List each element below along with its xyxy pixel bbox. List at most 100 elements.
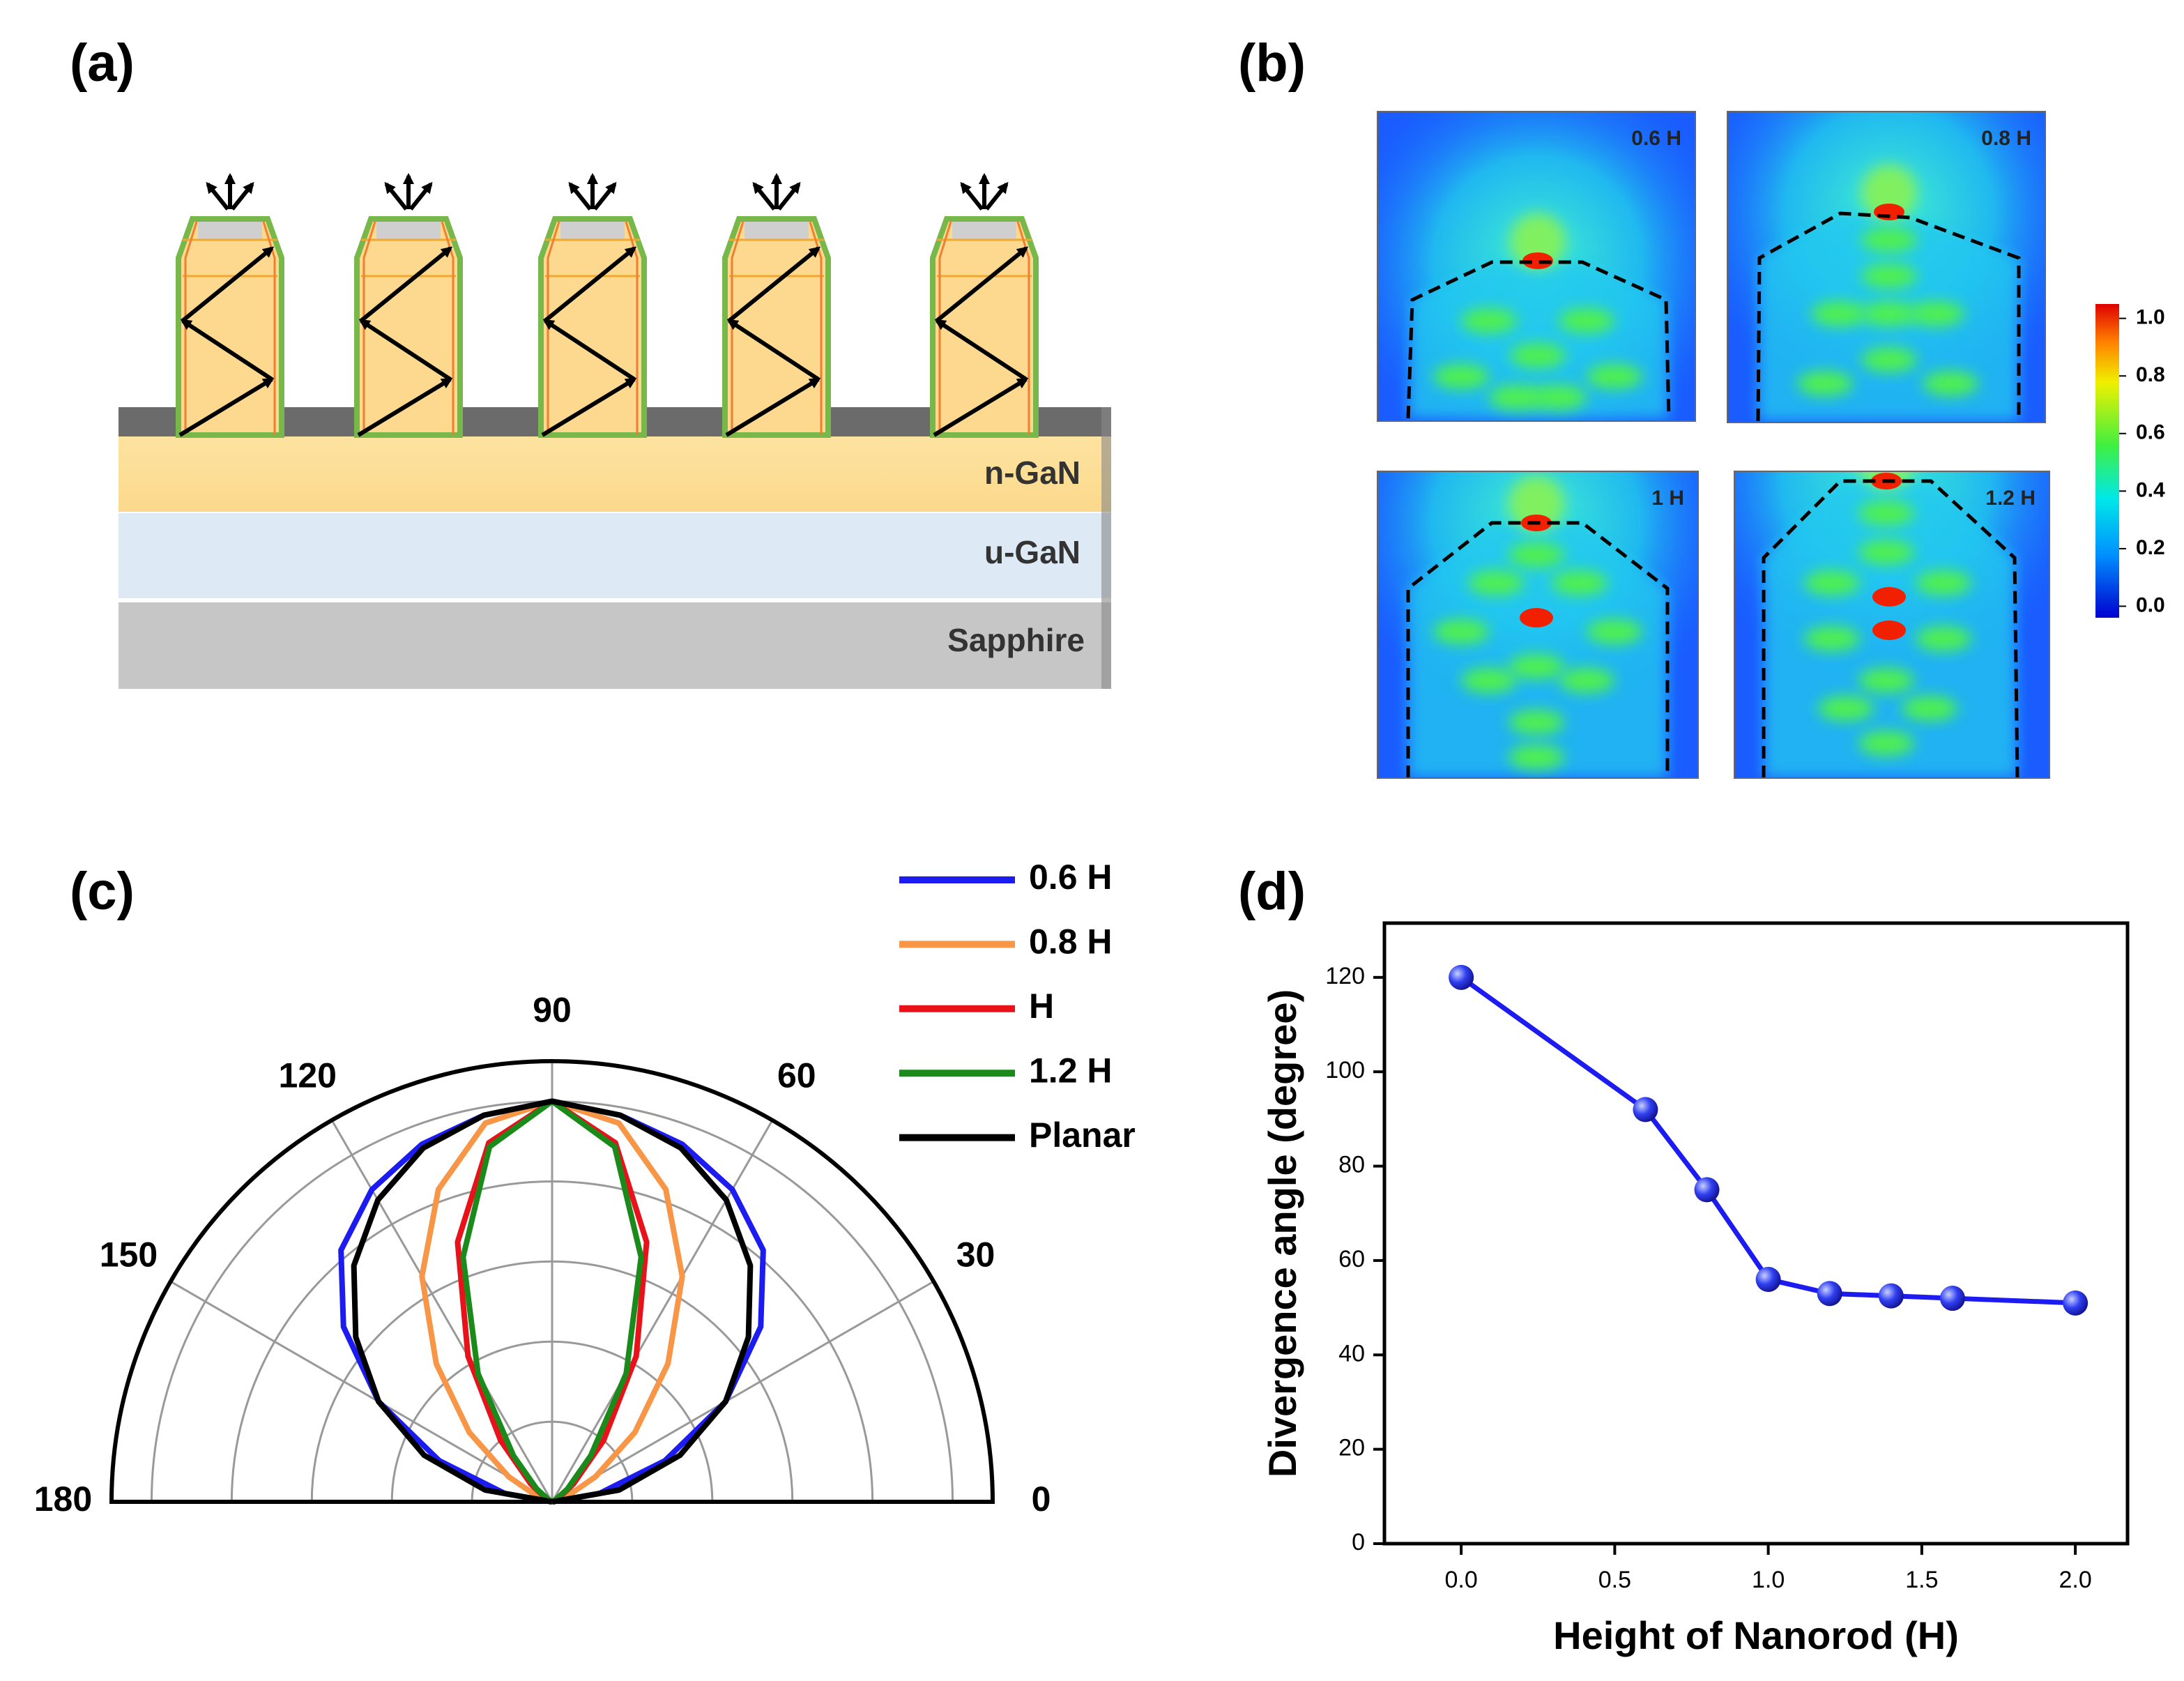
u-gan-layer: [119, 513, 1111, 598]
y-tick-label: 80: [1338, 1152, 1365, 1178]
rod-cap: [376, 222, 441, 240]
light-ray: [725, 377, 821, 437]
rod-cap: [744, 222, 809, 240]
field-spot: [1818, 696, 1874, 721]
angle-label: 30: [956, 1235, 995, 1274]
panel-label: (b): [1238, 33, 1306, 93]
emission-arrow: [984, 181, 1009, 211]
emission-arrow: [593, 181, 617, 211]
data-point: [1817, 1281, 1842, 1307]
field-spot: [1858, 668, 1914, 693]
colorbar-label: 0.6: [2136, 421, 2165, 444]
nanorod: [930, 173, 1039, 438]
angle-label: 60: [777, 1056, 816, 1095]
light-ray: [728, 246, 821, 323]
rod-inner: [938, 221, 1030, 435]
edge-shade: [1101, 407, 1111, 689]
field-spot: [1902, 696, 1957, 721]
field-spot: [1461, 308, 1517, 333]
light-ray: [542, 319, 636, 381]
outer-arc: [109, 1059, 995, 1504]
colorbar: [2095, 304, 2119, 618]
map-label: 0.8 H: [1981, 127, 2031, 150]
nanorod: [538, 173, 647, 438]
field-hotspot: [1510, 213, 1566, 269]
y-tick-label: 0: [1352, 1529, 1365, 1556]
field-spot: [1509, 745, 1564, 770]
light-ray: [178, 377, 275, 437]
angular-grid: [551, 1119, 774, 1503]
angle-label: 180: [34, 1480, 92, 1519]
plot-frame: [1382, 921, 2130, 1546]
field-spot: [1916, 570, 1971, 595]
series-curve: [351, 1098, 754, 1505]
data-point: [1449, 964, 1474, 990]
y-tick-label: 60: [1338, 1246, 1365, 1272]
map-label: 1.2 H: [1985, 487, 2036, 510]
field-spot: [1559, 668, 1614, 693]
y-tick-label: 100: [1325, 1057, 1365, 1083]
field-hotspot: [1520, 608, 1553, 627]
colorbar-label: 0.8: [2136, 363, 2165, 386]
field-spot: [1489, 385, 1545, 410]
field-spot: [1909, 301, 1964, 326]
y-axis-label: Divergence angle (degree): [1260, 989, 1304, 1477]
rod-body: [354, 216, 463, 438]
map-frame: [1377, 111, 1696, 422]
rod-inner: [362, 221, 455, 435]
map-label: 1 H: [1651, 487, 1684, 510]
panel-label: (a): [70, 33, 135, 93]
field-maps: 0.6 H 0.8 H 1 H 1.2 H 1.0 0.8 0.6 0.4 0.2 0.0: [1377, 111, 2165, 779]
field-spot: [1804, 570, 1860, 595]
y-tick-label: 40: [1338, 1340, 1365, 1367]
colorbar-label: 0.2: [2136, 536, 2165, 559]
field-map: [1377, 471, 1698, 778]
rod-inner: [547, 221, 639, 435]
rod-body: [538, 216, 647, 438]
field-map: [1727, 112, 2045, 423]
series-line: [1460, 975, 2076, 1306]
field-spot: [1433, 364, 1489, 389]
angular-grid: [551, 1280, 935, 1503]
rod-cap: [198, 222, 262, 240]
rod-outline: [1406, 521, 1670, 778]
data-point: [1755, 1266, 1781, 1292]
rod-body: [930, 216, 1039, 438]
angle-label: 0: [1032, 1480, 1051, 1519]
field-spot: [1916, 626, 1971, 651]
field-spot: [1509, 542, 1564, 568]
field-spot: [1552, 570, 1608, 595]
layer-label: n-GaN: [984, 455, 1080, 491]
field-spot: [1559, 308, 1614, 333]
light-ray: [544, 246, 637, 323]
light-ray: [180, 319, 273, 381]
field-spot: [1861, 347, 1917, 372]
emission-arrow: [408, 181, 433, 211]
data-point: [1694, 1177, 1720, 1203]
rod-outline: [1756, 211, 2021, 422]
sapphire-layer: [119, 602, 1111, 689]
field-spot: [1509, 710, 1564, 735]
field-spot: [1861, 301, 1917, 326]
x-tick-label: 2.0: [2059, 1567, 2091, 1593]
nanorod: [722, 173, 831, 438]
rod-outline: [1406, 260, 1671, 419]
field-spot: [1510, 343, 1566, 368]
light-ray: [360, 246, 453, 323]
light-ray: [541, 377, 637, 437]
layer-label: Sapphire: [947, 622, 1085, 658]
field-hotspot: [1509, 476, 1564, 531]
angular-grid: [330, 1119, 553, 1503]
panel-label: (d): [1238, 862, 1306, 921]
field-spot: [1804, 626, 1860, 651]
rod-body: [722, 216, 831, 438]
emission-arrow: [777, 181, 801, 211]
field-spot: [1797, 371, 1853, 396]
rod-cap: [560, 222, 625, 240]
field-map: [1377, 112, 1695, 421]
nanorod: [176, 173, 284, 438]
nanorod: [354, 173, 463, 438]
map-frame: [1734, 471, 2050, 779]
layer-label: u-GaN: [984, 534, 1080, 570]
legend-label: 0.8 H: [1029, 922, 1113, 961]
